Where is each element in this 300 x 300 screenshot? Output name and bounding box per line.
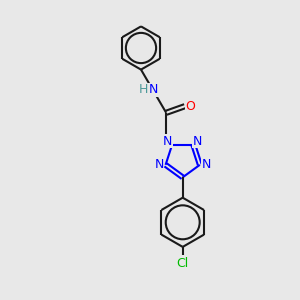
Text: N: N [193, 135, 203, 148]
Text: O: O [185, 100, 195, 113]
Text: N: N [202, 158, 211, 171]
Text: N: N [163, 135, 172, 148]
Text: H: H [139, 83, 148, 97]
Text: N: N [154, 158, 164, 171]
Text: Cl: Cl [177, 257, 189, 270]
Text: N: N [149, 83, 158, 97]
